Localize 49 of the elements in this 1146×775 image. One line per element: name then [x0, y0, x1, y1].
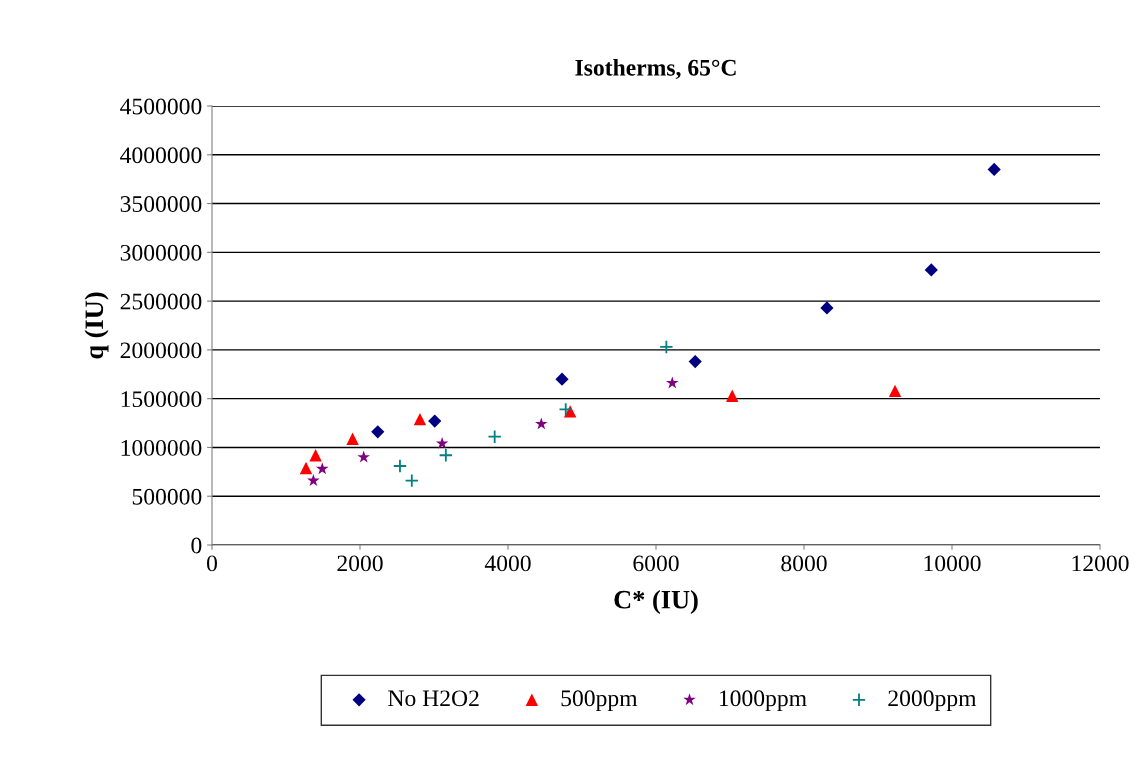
y-tick-label: 2500000: [120, 293, 202, 310]
legend-label: No H2O2: [388, 690, 479, 707]
x-tick-label: 8000: [781, 555, 827, 572]
point: [688, 355, 702, 369]
point: [666, 376, 679, 389]
point: [555, 372, 569, 386]
point: [888, 384, 902, 398]
point: [987, 162, 1001, 176]
point: [924, 263, 938, 277]
y-tick-label: 3500000: [120, 196, 202, 212]
y-tick-label: 0: [191, 537, 202, 554]
y-tick-label: 4500000: [120, 98, 202, 115]
legend-label: 2000ppm: [888, 690, 977, 712]
y-tick-label: 1500000: [121, 391, 202, 408]
point: [404, 473, 419, 488]
x-axis-title: C* (IU): [614, 590, 698, 614]
x-tick-label: 6000: [633, 555, 679, 572]
point: [428, 414, 442, 428]
x-tick-label: 10000: [924, 555, 981, 572]
point: [558, 402, 573, 417]
y-tick-label: 1000000: [121, 439, 202, 456]
y-axis-title: q (IU): [84, 292, 109, 359]
y-tick-label: 4000000: [120, 147, 202, 164]
point: [357, 450, 370, 463]
point: [659, 339, 674, 355]
x-tick-label: 12000: [1072, 555, 1129, 572]
y-tick-label: 2000000: [120, 342, 202, 359]
y-tick-label: 3000000: [120, 244, 202, 261]
point: [487, 429, 502, 444]
x-tick-label: 2000: [337, 555, 383, 572]
point: [726, 389, 739, 402]
x-tick-label: 0: [207, 555, 217, 572]
point: [371, 425, 385, 439]
point: [299, 461, 313, 475]
point: [346, 432, 359, 445]
point: [392, 458, 408, 474]
point: [309, 449, 322, 462]
y-tick-label: 500000: [132, 488, 202, 505]
point: [413, 412, 427, 426]
x-tick-label: 4000: [484, 555, 531, 572]
point: [307, 474, 320, 486]
point: [820, 301, 834, 315]
point: [438, 448, 453, 463]
point: [435, 436, 449, 449]
legend-label: 500ppm: [561, 690, 638, 712]
legend-label: 1000ppm: [719, 690, 807, 712]
point: [535, 417, 548, 430]
chart-title: Isotherms, 65°C: [575, 59, 736, 80]
point: [315, 462, 329, 475]
